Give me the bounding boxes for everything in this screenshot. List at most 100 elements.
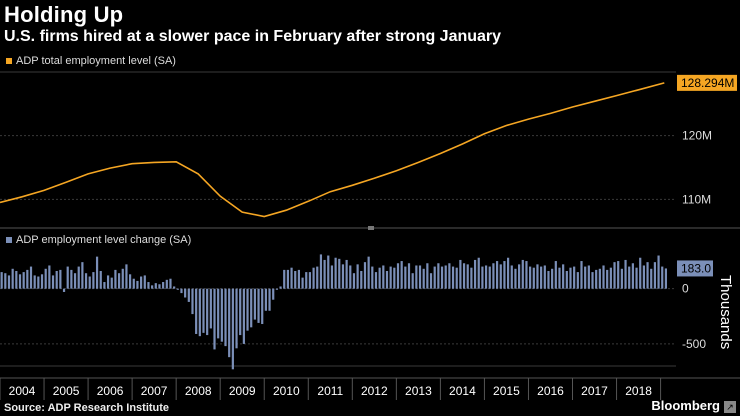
- employment-change-bar: [117, 273, 121, 289]
- employment-change-bar: [220, 288, 223, 342]
- legend-level: ADP total employment level (SA): [6, 55, 176, 67]
- employment-change-bar: [345, 259, 348, 289]
- employment-change-bar: [565, 270, 568, 289]
- employment-change-bar: [404, 266, 407, 289]
- employment-change-bar: [459, 259, 462, 289]
- employment-change-bar: [77, 266, 80, 289]
- change-callout-box: [677, 260, 713, 277]
- employment-change-bar: [275, 288, 278, 290]
- employment-change-bar: [635, 267, 638, 289]
- employment-change-bar: [352, 273, 356, 289]
- x-tick-label: 2011: [317, 384, 343, 398]
- employment-change-bar: [367, 256, 370, 289]
- employment-change-bar: [657, 255, 660, 289]
- employment-change-bar: [470, 267, 473, 289]
- employment-change-bar: [334, 257, 337, 289]
- employment-change-bar: [529, 266, 532, 289]
- employment-change-bar: [297, 269, 301, 289]
- employment-change-bar: [55, 270, 58, 289]
- employment-change-bar: [268, 288, 271, 311]
- employment-change-bar: [341, 264, 345, 289]
- employment-change-bar: [195, 288, 198, 334]
- employment-change-bar: [132, 278, 135, 289]
- employment-change-bar: [514, 268, 517, 289]
- employment-change-bar: [95, 256, 99, 289]
- employment-change-bar: [429, 273, 433, 289]
- employment-change-bar: [62, 288, 66, 292]
- employment-change-bar: [66, 266, 69, 289]
- employment-change-bar: [198, 288, 201, 337]
- employment-change-bar: [99, 270, 102, 289]
- employment-change-bar: [264, 288, 267, 311]
- employment-change-bar: [37, 276, 40, 289]
- x-tick-label: 2014: [449, 384, 476, 398]
- employment-change-bar: [576, 272, 579, 289]
- employment-change-bar: [44, 268, 47, 289]
- employment-change-bar: [73, 273, 77, 289]
- employment-change-bar: [477, 257, 480, 289]
- employment-change-bar: [184, 288, 187, 298]
- employment-change-bar: [330, 265, 334, 289]
- employment-change-bar: [451, 266, 455, 289]
- employment-change-bar: [551, 268, 554, 289]
- employment-change-bar: [378, 267, 381, 289]
- x-tick-label: 2007: [141, 384, 168, 398]
- employment-change-bar: [114, 269, 117, 289]
- employment-change-bar: [187, 288, 190, 302]
- employment-change-bar: [591, 272, 594, 289]
- employment-change-bar: [286, 269, 289, 289]
- employment-change-bar: [602, 265, 605, 289]
- employment-change-bar: [305, 272, 308, 289]
- employment-change-bar: [617, 261, 620, 289]
- employment-change-bar: [176, 288, 179, 290]
- employment-change-bar: [217, 288, 220, 339]
- employment-change-bar: [158, 284, 161, 289]
- employment-change-bar: [573, 266, 576, 289]
- employment-change-bar: [92, 272, 95, 289]
- employment-change-bar: [15, 270, 18, 289]
- employment-change-bar: [301, 277, 304, 289]
- x-tick-label: 2009: [229, 384, 256, 398]
- employment-change-bar: [209, 288, 212, 329]
- employment-change-bar: [228, 288, 231, 358]
- employment-change-bar: [272, 288, 275, 300]
- employment-change-bar: [587, 265, 590, 289]
- employment-change-bar: [518, 264, 521, 289]
- employment-change-bar: [70, 269, 73, 289]
- employment-change-bar: [261, 288, 264, 325]
- employment-change-bar: [59, 269, 62, 289]
- employment-change-bar: [81, 262, 84, 289]
- employment-change-bar: [349, 265, 352, 289]
- top-ytick-label: 120M: [682, 129, 712, 143]
- employment-change-bar: [499, 264, 502, 289]
- employment-change-bar: [510, 265, 513, 289]
- x-tick-label: 2018: [625, 384, 652, 398]
- employment-change-bar: [385, 270, 389, 289]
- employment-change-bar: [547, 270, 550, 289]
- employment-change-bar: [521, 259, 524, 289]
- employment-change-bar: [22, 272, 25, 289]
- employment-change-bar: [33, 275, 36, 289]
- employment-change-bar: [440, 266, 444, 289]
- employment-change-bar: [532, 267, 535, 289]
- legend-change-swatch: [6, 237, 12, 243]
- employment-change-bar: [294, 270, 297, 289]
- employment-change-bar: [488, 266, 491, 289]
- legend-change-label: ADP employment level change (SA): [16, 234, 192, 246]
- employment-change-bar: [224, 288, 227, 347]
- employment-change-bar: [580, 261, 583, 289]
- employment-change-bar: [191, 288, 194, 315]
- brand-icon: ↗: [724, 401, 736, 413]
- employment-change-bar: [481, 266, 484, 289]
- employment-change-bar: [609, 267, 612, 289]
- employment-change-bar: [466, 264, 469, 289]
- employment-change-bar: [664, 268, 668, 289]
- employment-change-bar: [422, 268, 425, 289]
- employment-change-bar: [558, 267, 561, 289]
- x-tick-label: 2012: [361, 384, 388, 398]
- employment-change-bar: [426, 263, 429, 289]
- employment-change-bar: [29, 266, 33, 289]
- employment-change-bar: [173, 286, 176, 289]
- employment-change-bar: [371, 266, 374, 289]
